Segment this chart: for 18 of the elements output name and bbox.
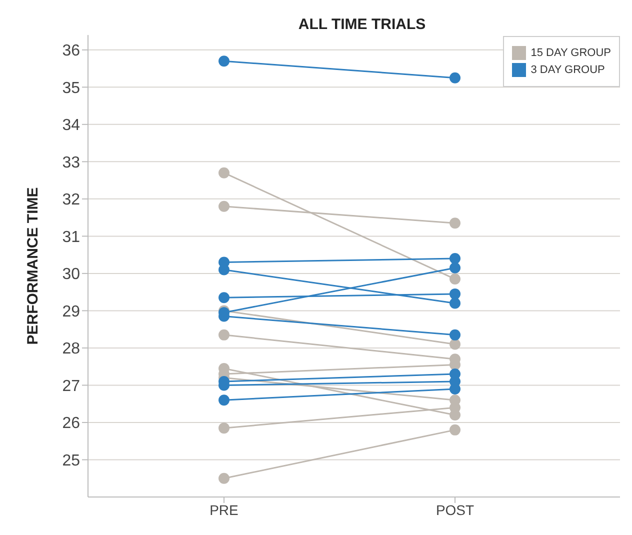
- y-tick-label: 30: [62, 266, 80, 284]
- y-tick-label: 33: [62, 154, 80, 172]
- chart-title: ALL TIME TRIALS: [297, 16, 427, 33]
- x-tick-label: PRE: [210, 502, 238, 518]
- y-tick-label: 36: [62, 42, 80, 60]
- y-tick-label: 29: [62, 303, 80, 320]
- y-tick-label: 32: [62, 192, 80, 209]
- y-tick-label: 28: [62, 340, 80, 358]
- y-tick-label: 25: [62, 452, 80, 470]
- y-tick-label: 34: [62, 117, 80, 134]
- legend-label: 15 DAY GROUP: [530, 47, 611, 59]
- x-tick-label: POST: [436, 502, 475, 518]
- y-tick-label: 26: [62, 415, 80, 432]
- y-tick-label: 35: [62, 80, 80, 97]
- y-tick-label: 31: [62, 228, 80, 246]
- y-tick-label: 27: [62, 378, 80, 395]
- y-axis-title: PERFORMANCE TIME: [24, 187, 42, 345]
- legend-label: 3 DAY GROUP: [530, 64, 605, 76]
